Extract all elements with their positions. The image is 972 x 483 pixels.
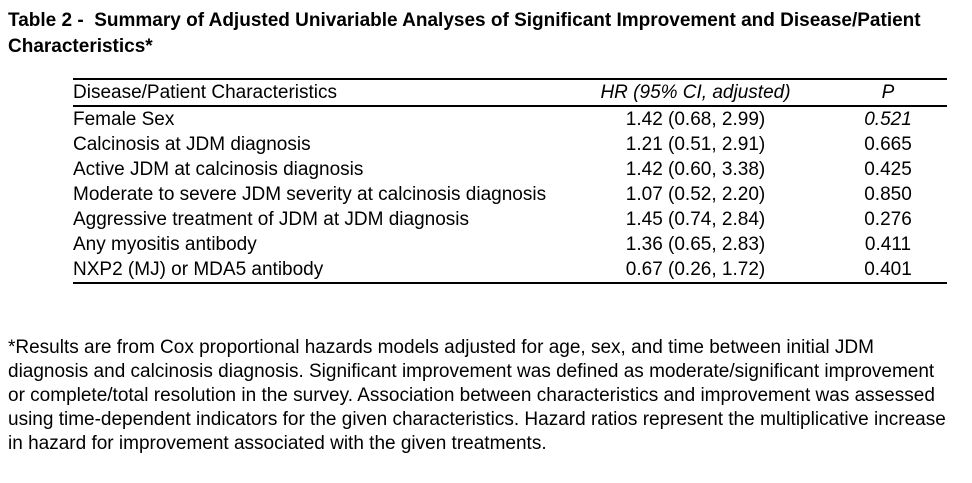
p-cell: 0.425	[864, 159, 912, 180]
characteristic-cell: Female Sex	[73, 109, 175, 130]
footnote: *Results are from Cox proportional hazar…	[8, 337, 946, 454]
header-hr: HR (95% CI, adjusted)	[562, 79, 829, 107]
characteristic-cell: Any myositis antibody	[73, 234, 257, 255]
results-table: Disease/Patient Characteristics HR (95% …	[73, 78, 947, 284]
header-characteristics: Disease/Patient Characteristics	[73, 79, 562, 107]
hr-cell: 1.07 (0.52, 2.20)	[625, 184, 766, 205]
p-cell: 0.411	[864, 234, 912, 255]
p-cell: 0.850	[864, 184, 912, 205]
table-row: NXP2 (MJ) or MDA5 antibody 0.67 (0.26, 1…	[73, 257, 947, 283]
hr-cell: 1.42 (0.68, 2.99)	[625, 109, 766, 130]
characteristic-cell: NXP2 (MJ) or MDA5 antibody	[73, 259, 324, 280]
characteristic-cell: Active JDM at calcinosis diagnosis	[73, 159, 364, 180]
hr-cell: 1.42 (0.60, 3.38)	[625, 159, 766, 180]
characteristic-cell: Aggressive treatment of JDM at JDM diagn…	[73, 209, 469, 230]
hr-cell: 0.67 (0.26, 1.72)	[625, 259, 766, 280]
table-row: Moderate to severe JDM severity at calci…	[73, 182, 947, 207]
table-row: Active JDM at calcinosis diagnosis 1.42 …	[73, 157, 947, 182]
table-header-row: Disease/Patient Characteristics HR (95% …	[73, 79, 947, 107]
hr-cell: 1.45 (0.74, 2.84)	[625, 209, 766, 230]
characteristic-cell: Calcinosis at JDM diagnosis	[73, 134, 311, 155]
characteristic-cell: Moderate to severe JDM severity at calci…	[73, 184, 547, 205]
header-p: P	[829, 79, 947, 107]
hr-cell: 1.36 (0.65, 2.83)	[625, 234, 766, 255]
table-row: Aggressive treatment of JDM at JDM diagn…	[73, 207, 947, 232]
table-header: Disease/Patient Characteristics HR (95% …	[73, 79, 947, 107]
p-cell: 0.276	[864, 209, 912, 230]
hr-cell: 1.21 (0.51, 2.91)	[625, 134, 766, 155]
p-cell: 0.665	[864, 134, 912, 155]
table-body: Female Sex 1.42 (0.68, 2.99) 0.521 Calci…	[73, 106, 947, 283]
table-title: Table 2 - Summary of Adjusted Univariabl…	[8, 10, 926, 57]
table-row: Female Sex 1.42 (0.68, 2.99) 0.521	[73, 106, 947, 132]
p-cell: 0.521	[864, 109, 912, 130]
p-cell: 0.401	[864, 259, 912, 280]
table-row: Any myositis antibody 1.36 (0.65, 2.83) …	[73, 232, 947, 257]
table-row: Calcinosis at JDM diagnosis 1.21 (0.51, …	[73, 132, 947, 157]
